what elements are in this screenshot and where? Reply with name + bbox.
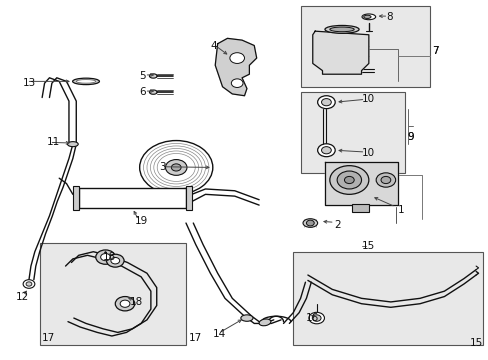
Bar	[73, 186, 79, 210]
Circle shape	[96, 250, 115, 264]
Text: 6: 6	[140, 87, 146, 97]
Text: 19: 19	[135, 216, 148, 226]
Text: 15: 15	[361, 241, 374, 251]
Text: 14: 14	[212, 329, 225, 339]
Text: 15: 15	[469, 338, 483, 348]
Ellipse shape	[73, 78, 99, 85]
Text: 17: 17	[188, 333, 201, 343]
Polygon shape	[325, 162, 397, 205]
Circle shape	[106, 254, 124, 267]
Text: 10: 10	[361, 148, 374, 158]
Circle shape	[321, 147, 330, 154]
Ellipse shape	[361, 14, 375, 20]
Text: 12: 12	[15, 292, 28, 302]
Circle shape	[336, 171, 361, 189]
Text: 8: 8	[385, 12, 392, 22]
Circle shape	[120, 300, 130, 307]
Ellipse shape	[67, 141, 78, 147]
Text: 9: 9	[407, 132, 414, 142]
Ellipse shape	[363, 15, 370, 18]
Circle shape	[375, 173, 395, 187]
Bar	[185, 186, 191, 210]
Text: 9: 9	[407, 132, 414, 142]
Text: 18: 18	[103, 252, 116, 262]
Ellipse shape	[149, 74, 157, 78]
Text: 5: 5	[140, 71, 146, 81]
Bar	[79, 188, 185, 208]
Ellipse shape	[329, 27, 353, 32]
Circle shape	[317, 96, 334, 109]
Ellipse shape	[76, 80, 96, 83]
Bar	[40, 243, 185, 345]
Text: 10: 10	[361, 94, 374, 104]
Circle shape	[171, 164, 181, 171]
Polygon shape	[215, 39, 256, 96]
Text: 7: 7	[431, 46, 438, 56]
Circle shape	[231, 79, 243, 87]
Bar	[300, 92, 405, 173]
Ellipse shape	[241, 315, 252, 321]
Ellipse shape	[303, 219, 317, 227]
Bar	[300, 6, 429, 87]
Circle shape	[111, 257, 120, 264]
Circle shape	[380, 176, 390, 184]
Ellipse shape	[259, 319, 270, 326]
Text: 18: 18	[130, 297, 143, 307]
Circle shape	[229, 53, 244, 63]
Text: 7: 7	[431, 46, 438, 56]
Circle shape	[329, 166, 368, 194]
Text: 4: 4	[210, 41, 217, 50]
Circle shape	[23, 280, 35, 288]
Circle shape	[140, 140, 212, 194]
Ellipse shape	[325, 26, 358, 33]
Text: 11: 11	[47, 138, 60, 147]
Text: 16: 16	[305, 313, 318, 323]
Text: 2: 2	[334, 220, 341, 230]
Ellipse shape	[149, 90, 157, 94]
Circle shape	[321, 99, 330, 106]
Circle shape	[26, 282, 32, 286]
Circle shape	[165, 159, 186, 175]
Text: 13: 13	[22, 78, 36, 88]
Text: 1: 1	[397, 206, 404, 216]
Circle shape	[306, 220, 314, 226]
Polygon shape	[312, 31, 368, 74]
Bar	[351, 204, 368, 212]
Text: 3: 3	[159, 162, 165, 172]
Circle shape	[317, 144, 334, 157]
Text: 17: 17	[42, 333, 55, 343]
Circle shape	[312, 315, 321, 321]
Bar	[293, 252, 483, 345]
Circle shape	[344, 176, 353, 184]
Circle shape	[115, 297, 135, 311]
Circle shape	[308, 312, 324, 324]
Circle shape	[101, 253, 110, 261]
